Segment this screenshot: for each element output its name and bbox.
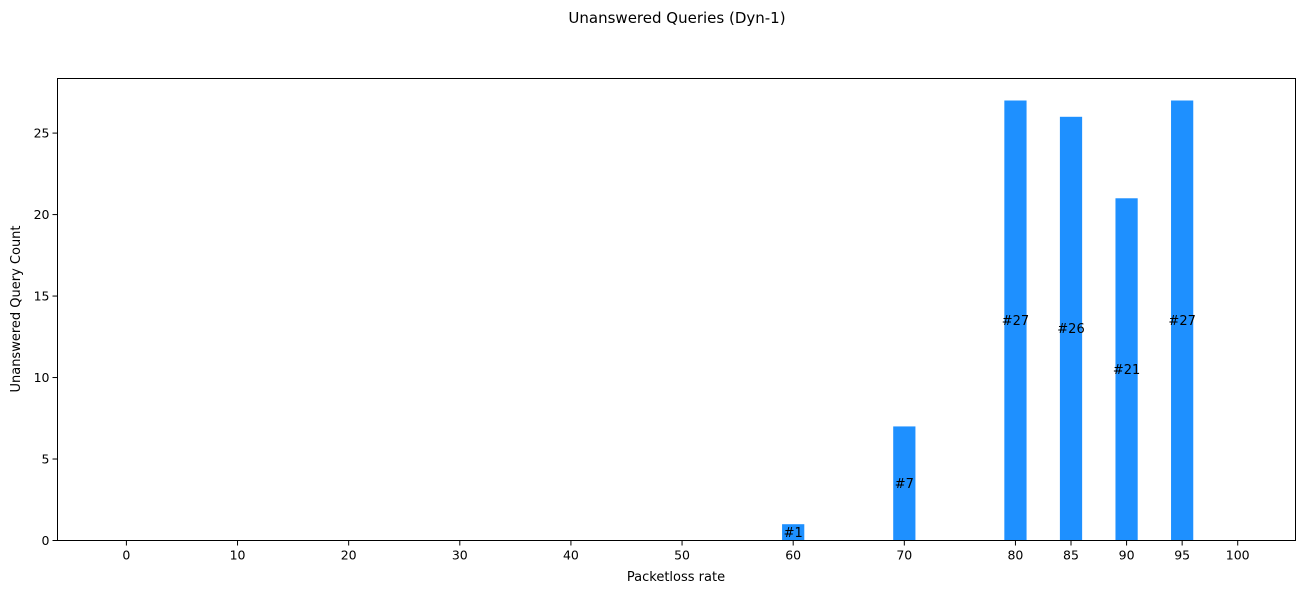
plot-frame: [57, 78, 1296, 541]
x-tick-label-90: 90: [1119, 548, 1135, 563]
chart-title: Unanswered Queries (Dyn-1): [568, 9, 785, 27]
data-label-80: #27: [1002, 314, 1029, 329]
data-label-70: #7: [895, 477, 914, 492]
x-tick-label-50: 50: [674, 548, 690, 563]
x-axis-label: Packetloss rate: [627, 570, 725, 585]
data-label-85: #26: [1057, 322, 1084, 337]
x-tick-label-20: 20: [341, 548, 357, 563]
y-tick-label-15: 15: [34, 289, 50, 304]
data-labels-layer: #1 #7 #27 #26 #21 #27: [784, 314, 1196, 541]
data-label-90: #21: [1113, 363, 1140, 378]
x-tick-label-95: 95: [1174, 548, 1190, 563]
x-axis: 0 10 20 30 40 50 60 70 80 85 90 95 100: [122, 540, 1250, 563]
x-tick-label-60: 60: [785, 548, 801, 563]
bar-85: [1059, 116, 1083, 541]
x-tick-label-0: 0: [122, 548, 130, 563]
bar-60: [782, 524, 805, 541]
y-tick-label-0: 0: [42, 533, 50, 548]
x-tick-label-85: 85: [1063, 548, 1079, 563]
x-tick-label-40: 40: [563, 548, 579, 563]
y-axis: 0 5 10 15 20 25: [34, 126, 58, 548]
y-tick-label-5: 5: [42, 452, 50, 467]
data-label-95: #27: [1168, 314, 1195, 329]
y-tick-label-20: 20: [34, 207, 50, 222]
x-tick-label-70: 70: [896, 548, 912, 563]
y-tick-label-10: 10: [34, 370, 50, 385]
bar-95: [1171, 100, 1194, 541]
y-axis-label: Unanswered Query Count: [9, 225, 24, 392]
bar-80: [1004, 100, 1027, 541]
y-tick-label-25: 25: [34, 126, 50, 141]
bar-90: [1115, 198, 1138, 541]
bars-layer: [782, 100, 1194, 541]
x-tick-label-80: 80: [1007, 548, 1023, 563]
data-label-60: #1: [784, 526, 803, 541]
bar-70: [893, 426, 916, 541]
x-tick-label-100: 100: [1226, 548, 1250, 563]
x-tick-label-10: 10: [230, 548, 246, 563]
x-tick-label-30: 30: [452, 548, 468, 563]
